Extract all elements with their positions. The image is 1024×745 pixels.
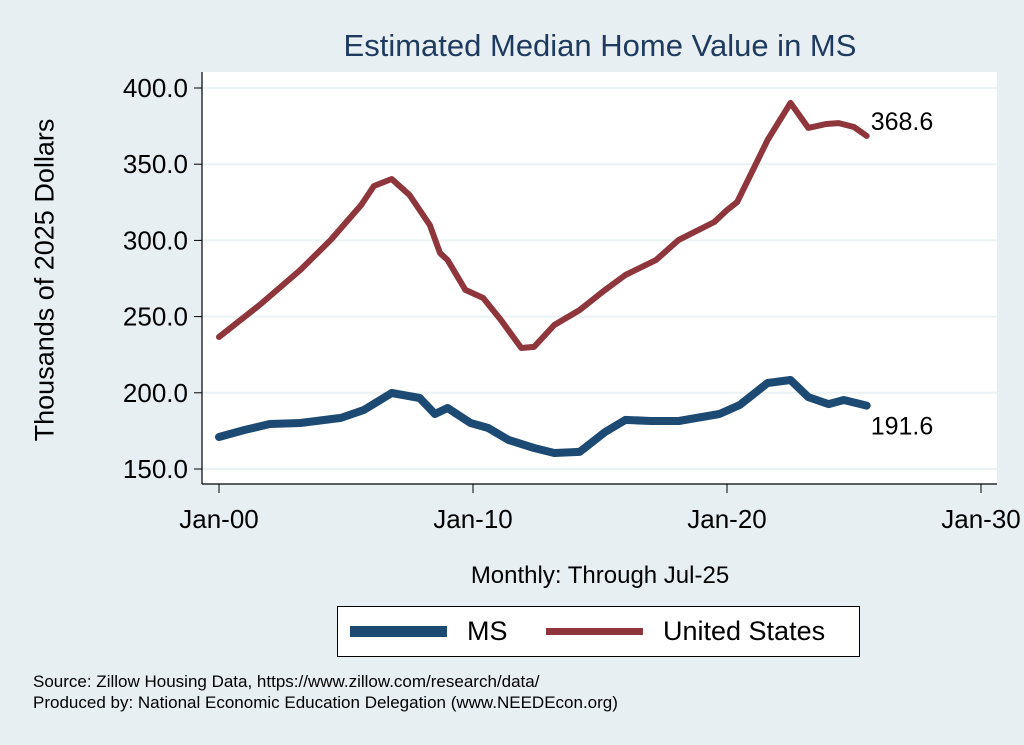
legend-label-us: United States	[663, 616, 826, 646]
legend-item-ms: MS	[350, 607, 508, 656]
x-tick-label: Jan-30	[941, 504, 1021, 534]
producer-note: Produced by: National Economic Education…	[33, 693, 618, 712]
y-tick-label: 250.0	[123, 302, 188, 332]
y-tick-label: 400.0	[123, 73, 188, 103]
end-value-label-ms: 191.6	[871, 413, 934, 441]
x-tick-label: Jan-00	[179, 504, 259, 534]
series-line-us	[216, 99, 870, 351]
y-tick-label: 150.0	[123, 454, 188, 484]
legend-swatch-us	[546, 628, 643, 635]
series-line-ms	[215, 376, 871, 457]
y-tick-label: 200.0	[123, 378, 188, 408]
y-tick-label: 350.0	[123, 149, 188, 179]
y-tick-label: 300.0	[123, 225, 188, 255]
source-note: Source: Zillow Housing Data, https://www…	[33, 672, 540, 691]
legend-swatch-ms	[350, 626, 447, 637]
x-tick-label: Jan-10	[433, 504, 513, 534]
x-axis-label: Monthly: Through Jul-25	[470, 562, 730, 589]
x-tick-label: Jan-20	[687, 504, 767, 534]
end-value-label-us: 368.6	[871, 108, 934, 136]
legend-label-ms: MS	[467, 616, 508, 646]
legend: MS United States	[337, 606, 860, 657]
legend-item-us: United States	[546, 607, 825, 656]
chart-title: Estimated Median Home Value in MS	[343, 28, 857, 63]
